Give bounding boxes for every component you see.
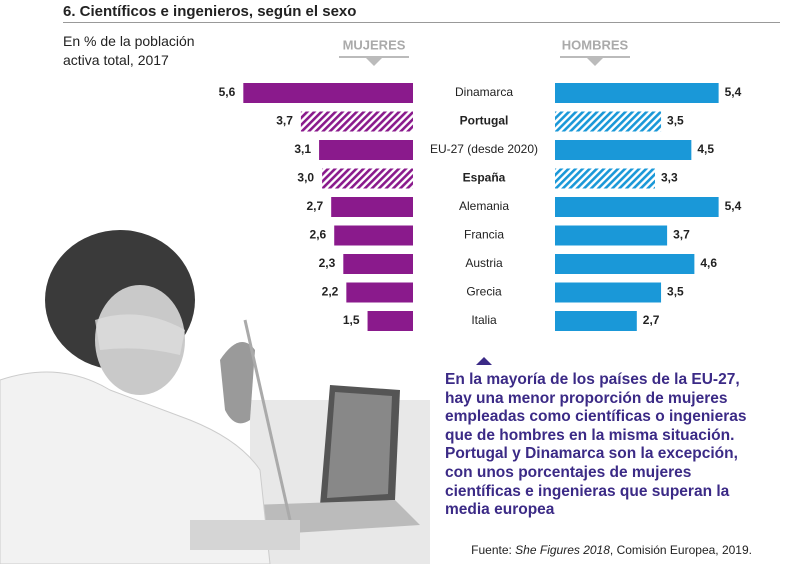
- legend-bar: [339, 56, 409, 58]
- value-label: 3,3: [661, 171, 678, 185]
- legend-label: HOMBRES: [562, 37, 629, 52]
- category-label: España: [463, 171, 506, 185]
- bar: [319, 140, 413, 160]
- value-label: 4,5: [697, 142, 714, 156]
- bar: [367, 311, 413, 331]
- category-label: Francia: [464, 228, 504, 242]
- value-label: 3,7: [276, 114, 293, 128]
- value-label: 1,5: [343, 313, 360, 327]
- legend-bar: [560, 56, 630, 58]
- value-label: 2,2: [322, 285, 339, 299]
- bar: [300, 111, 413, 132]
- chart-title: 6. Científicos e ingenieros, según el se…: [63, 3, 357, 20]
- legend-marker: [366, 58, 382, 66]
- value-label: 3,5: [667, 114, 684, 128]
- source: Fuente: She Figures 2018, Comisión Europ…: [471, 543, 752, 557]
- category-label: EU-27 (desde 2020): [430, 142, 538, 156]
- value-label: 3,5: [667, 285, 684, 299]
- value-label: 2,7: [643, 313, 660, 327]
- value-label: 5,4: [725, 199, 742, 213]
- bar: [555, 254, 695, 274]
- category-label: Dinamarca: [455, 85, 513, 99]
- bar: [555, 282, 662, 303]
- value-label: 2,3: [319, 256, 336, 270]
- value-label: 3,1: [294, 142, 311, 156]
- title-rule: [63, 22, 780, 23]
- bar: [343, 254, 413, 274]
- value-label: 2,7: [307, 199, 324, 213]
- chart-subtitle: En % de la población activa total, 2017: [63, 33, 195, 68]
- bar: [555, 140, 692, 160]
- bar: [331, 197, 413, 217]
- annotation: En la mayoría de los países de la EU-27,…: [445, 371, 747, 519]
- category-label: Grecia: [466, 285, 502, 299]
- category-label: Austria: [465, 256, 503, 270]
- value-label: 3,7: [673, 228, 690, 242]
- bar: [334, 225, 413, 246]
- value-label: 5,4: [725, 85, 742, 99]
- value-label: 4,6: [700, 256, 717, 270]
- note-marker: [476, 357, 492, 365]
- legend-label: MUJERES: [343, 37, 406, 52]
- source-text: She Figures 2018: [515, 543, 610, 557]
- bar: [555, 225, 668, 246]
- bar: [555, 311, 637, 331]
- source-text: , Comisión Europea, 2019.: [609, 543, 752, 557]
- value-label: 2,6: [310, 228, 327, 242]
- value-label: 3,0: [297, 171, 314, 185]
- category-label: Alemania: [459, 199, 509, 213]
- bar: [555, 83, 719, 103]
- category-label: Italia: [471, 313, 497, 327]
- bar: [555, 197, 719, 217]
- source-text: Fuente:: [471, 543, 516, 557]
- bar: [555, 111, 662, 132]
- bar: [346, 282, 413, 303]
- legend-marker: [587, 58, 603, 66]
- bar: [243, 83, 413, 103]
- bar: [322, 168, 413, 189]
- bar: [555, 168, 655, 189]
- value-label: 5,6: [219, 85, 236, 99]
- category-label: Portugal: [460, 114, 509, 128]
- photo: [0, 230, 430, 564]
